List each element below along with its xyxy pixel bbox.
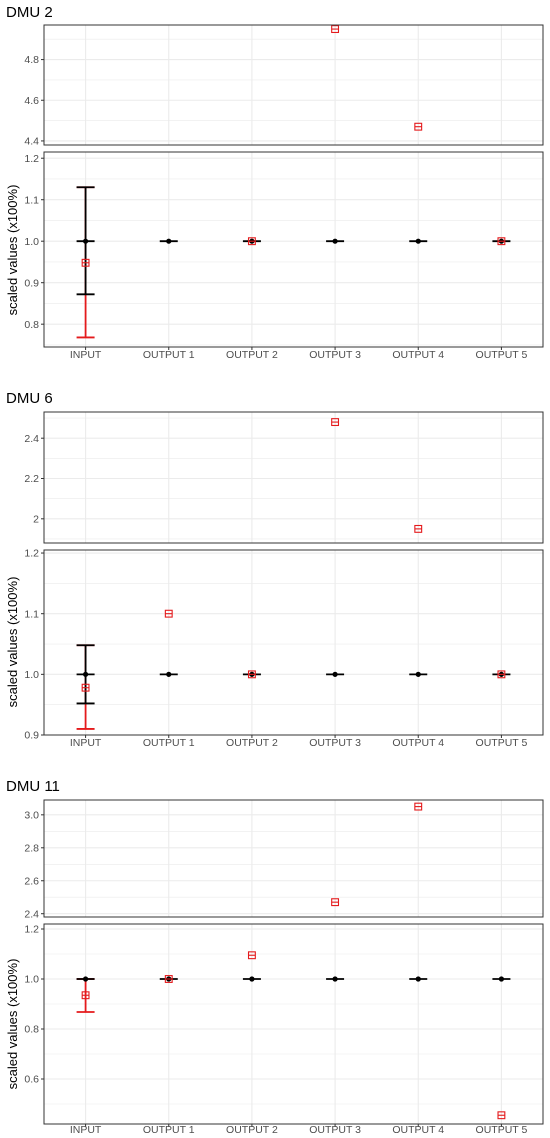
y-tick-label: 2.6 [24, 875, 39, 887]
x-tick-label: OUTPUT 5 [476, 1124, 528, 1136]
lower-panel: 0.6 0.8 1.0 1.2 [24, 923, 544, 1125]
x-tick-label: OUTPUT 1 [143, 1124, 195, 1136]
x-tick-label: OUTPUT 2 [226, 737, 278, 749]
x-tick-label: OUTPUT 2 [226, 1124, 278, 1136]
y-tick-label: 1.1 [24, 608, 39, 620]
black-point [415, 976, 421, 982]
y-tick-label: 0.8 [24, 1024, 39, 1036]
black-point [82, 976, 89, 982]
y-tick-label: 0.8 [24, 319, 39, 331]
y-tick-label: 2.8 [24, 842, 39, 854]
upper-panel: 2.4 2.6 2.8 3.0 [24, 799, 544, 920]
y-tick-label: 3.0 [24, 809, 39, 821]
y-tick-label: 1.1 [24, 194, 39, 206]
black-point [415, 671, 421, 677]
y-tick-label: 1.2 [24, 924, 39, 936]
y-tick-label: 1.0 [24, 669, 39, 681]
x-tick-label: INPUT [70, 349, 102, 361]
chart-title: DMU 11 [6, 778, 60, 795]
dmu-chart: DMU 11 2.4 2.6 2.8 3.0 0.6 0.8 1.0 1.2 INPUT OUTPU… [5, 778, 544, 1136]
x-tick-label: OUTPUT 4 [392, 349, 444, 361]
x-tick-label: OUTPUT 5 [476, 349, 528, 361]
x-tick-label: OUTPUT 2 [226, 349, 278, 361]
x-tick-label: OUTPUT 4 [392, 737, 444, 749]
y-tick-label: 4.8 [24, 54, 39, 66]
black-point [415, 238, 421, 244]
y-tick-label: 1.0 [24, 974, 39, 986]
y-tick-label: 0.9 [24, 730, 39, 742]
black-point [166, 671, 172, 677]
dmu-chart: DMU 6 2 2.2 2.4 0.9 1.0 1.1 1.2 INPUT OUTPUT 1 OUT… [5, 390, 544, 749]
upper-panel-border [43, 411, 544, 544]
y-axis-label: scaled values (x100%) [5, 185, 20, 316]
upper-panel: 2 2.2 2.4 [24, 411, 544, 544]
black-point [332, 238, 338, 244]
y-tick-label: 1.0 [24, 236, 39, 248]
y-tick-label: 1.2 [24, 153, 39, 165]
upper-panel-background [44, 412, 543, 543]
black-point [498, 976, 505, 982]
lower-panel: 0.8 0.9 1.0 1.1 1.2 [24, 151, 544, 348]
upper-panel-background [44, 800, 543, 917]
y-tick-label: 2.2 [24, 473, 39, 485]
lower-panel: 0.9 1.0 1.1 1.2 [24, 548, 544, 742]
upper-panel: 4.4 4.6 4.8 [24, 24, 544, 148]
x-tick-label: OUTPUT 3 [309, 737, 361, 749]
y-tick-label: 2.4 [24, 908, 39, 920]
black-point [82, 238, 89, 244]
upper-panel-border [43, 24, 544, 146]
y-tick-label: 4.4 [24, 136, 39, 148]
black-point [249, 976, 255, 982]
dmu-chart: DMU 2 4.4 4.6 4.8 0.8 0.9 1.0 1.1 1.2 INPUT OUTPUT… [5, 4, 544, 361]
black-point [82, 671, 89, 677]
upper-panel-background [44, 25, 543, 145]
chart-title: DMU 2 [6, 4, 53, 21]
x-tick-label: OUTPUT 4 [392, 1124, 444, 1136]
y-tick-label: 0.9 [24, 277, 39, 289]
x-tick-label: OUTPUT 3 [309, 349, 361, 361]
lower-panel-background [44, 924, 543, 1124]
y-tick-label: 4.6 [24, 95, 39, 107]
y-axis-label: scaled values (x100%) [5, 959, 20, 1090]
y-tick-label: 2.4 [24, 433, 39, 445]
lower-panel-border [43, 923, 544, 1125]
x-tick-label: INPUT [70, 1124, 102, 1136]
black-point [332, 976, 338, 982]
x-tick-label: OUTPUT 1 [143, 737, 195, 749]
black-point [166, 238, 172, 244]
lower-panel-border [43, 151, 544, 348]
upper-panel-border [43, 799, 544, 918]
x-tick-label: OUTPUT 3 [309, 1124, 361, 1136]
chart-title: DMU 6 [6, 390, 53, 407]
lower-panel-background [44, 550, 543, 735]
black-point [332, 671, 338, 677]
lower-panel-background [44, 152, 543, 347]
y-axis-label: scaled values (x100%) [5, 577, 20, 708]
x-tick-label: OUTPUT 5 [476, 737, 528, 749]
y-tick-label: 2 [33, 513, 39, 525]
x-tick-label: OUTPUT 1 [143, 349, 195, 361]
lower-panel-border [43, 549, 544, 736]
y-tick-label: 0.6 [24, 1074, 39, 1086]
y-tick-label: 1.2 [24, 548, 39, 560]
x-tick-label: INPUT [70, 737, 102, 749]
